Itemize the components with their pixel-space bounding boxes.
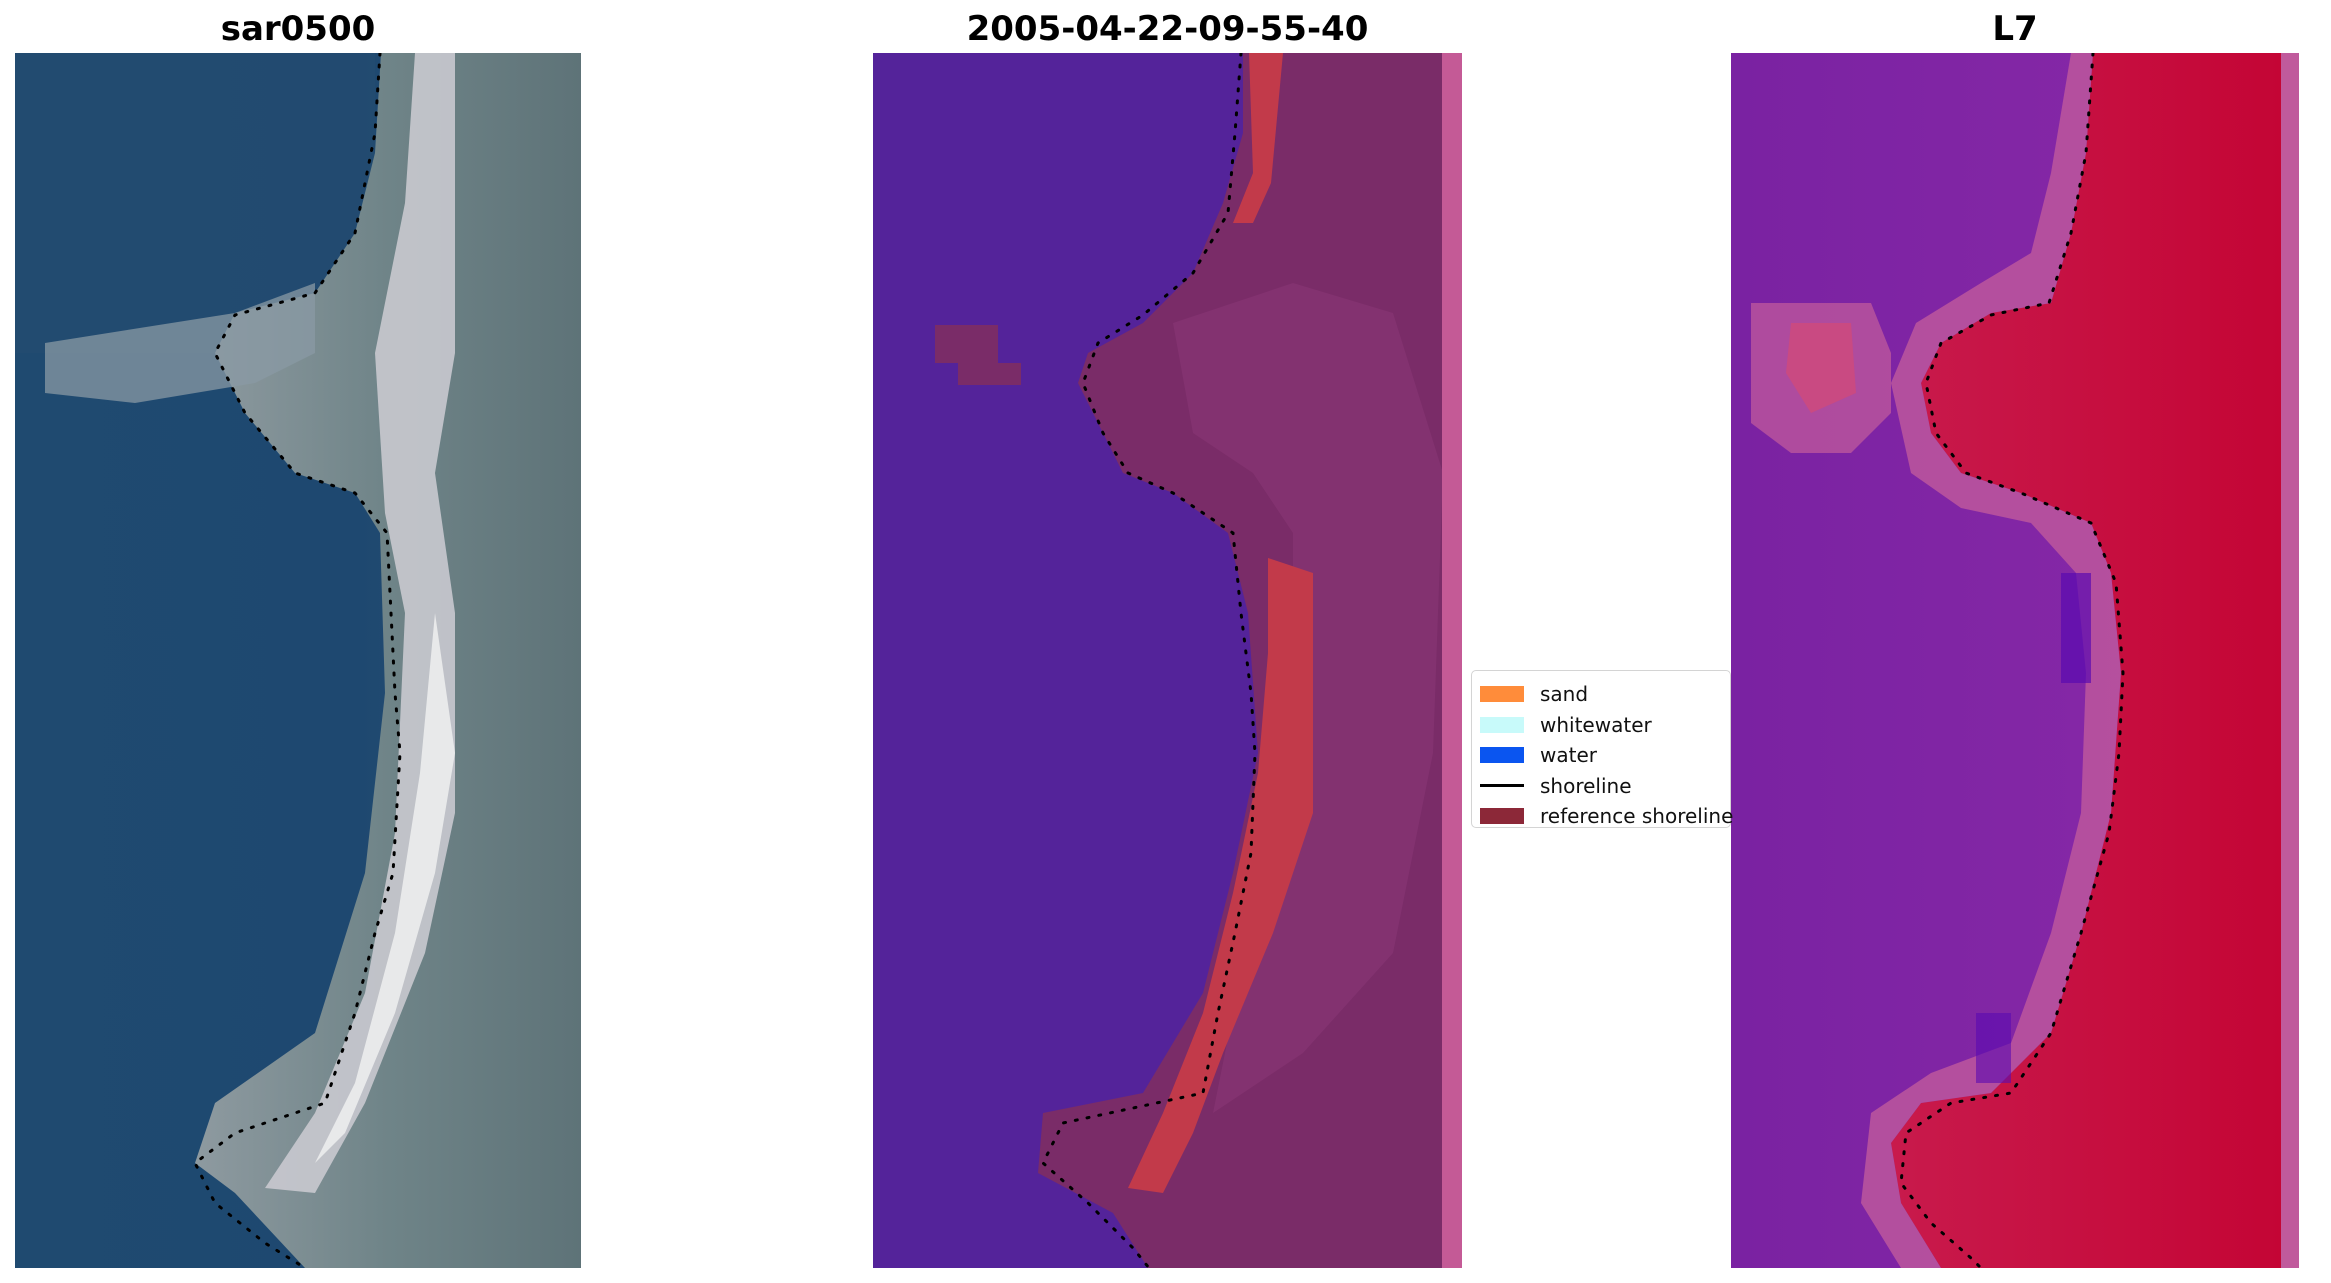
sand-swatch <box>1480 686 1524 703</box>
shoreline-dots <box>1041 53 1257 1268</box>
rgb-image-canvas <box>15 53 581 1268</box>
edge-strip <box>1442 53 1462 1268</box>
rgb-satellite-image <box>15 53 581 1268</box>
shoreline-dots <box>1899 53 2125 1268</box>
legend-label: shoreline <box>1540 773 1632 798</box>
classification-panel-title: 2005-04-22-09-55-40 <box>966 9 1369 49</box>
classification-canvas <box>873 53 1462 1268</box>
legend-label: sand <box>1540 682 1589 707</box>
sand-edge <box>1128 558 1313 1193</box>
water-swatch <box>1480 747 1524 764</box>
index-panel-title: L7 <box>1992 9 2038 49</box>
edge-strip <box>2281 53 2299 1268</box>
legend-label: reference shoreline <box>1540 804 1734 829</box>
legend-item-water: water <box>1480 740 1730 771</box>
index-canvas <box>1731 53 2299 1268</box>
reference-shoreline-swatch <box>1480 808 1524 825</box>
legend-item-whitewater: whitewater <box>1480 710 1730 741</box>
island-block <box>935 325 1021 385</box>
shoreline-dots <box>193 53 402 1268</box>
shoreline-line-swatch <box>1480 784 1524 788</box>
transition-band <box>1861 53 2121 1268</box>
legend-item-reference-shoreline: reference shoreline <box>1480 801 1734 832</box>
legend-label: whitewater <box>1540 712 1652 737</box>
index-image <box>1731 53 2299 1268</box>
legend-item-sand: sand <box>1480 679 1730 710</box>
whitewater-swatch <box>1480 716 1524 733</box>
rgb-panel-title: sar0500 <box>220 9 376 49</box>
legend-label: water <box>1540 743 1597 768</box>
high-index-area <box>1891 53 2299 1268</box>
legend: sand whitewater water shoreline referenc… <box>1471 670 1733 828</box>
classification-image <box>873 53 1462 1268</box>
legend-item-shoreline: shoreline <box>1480 771 1730 802</box>
